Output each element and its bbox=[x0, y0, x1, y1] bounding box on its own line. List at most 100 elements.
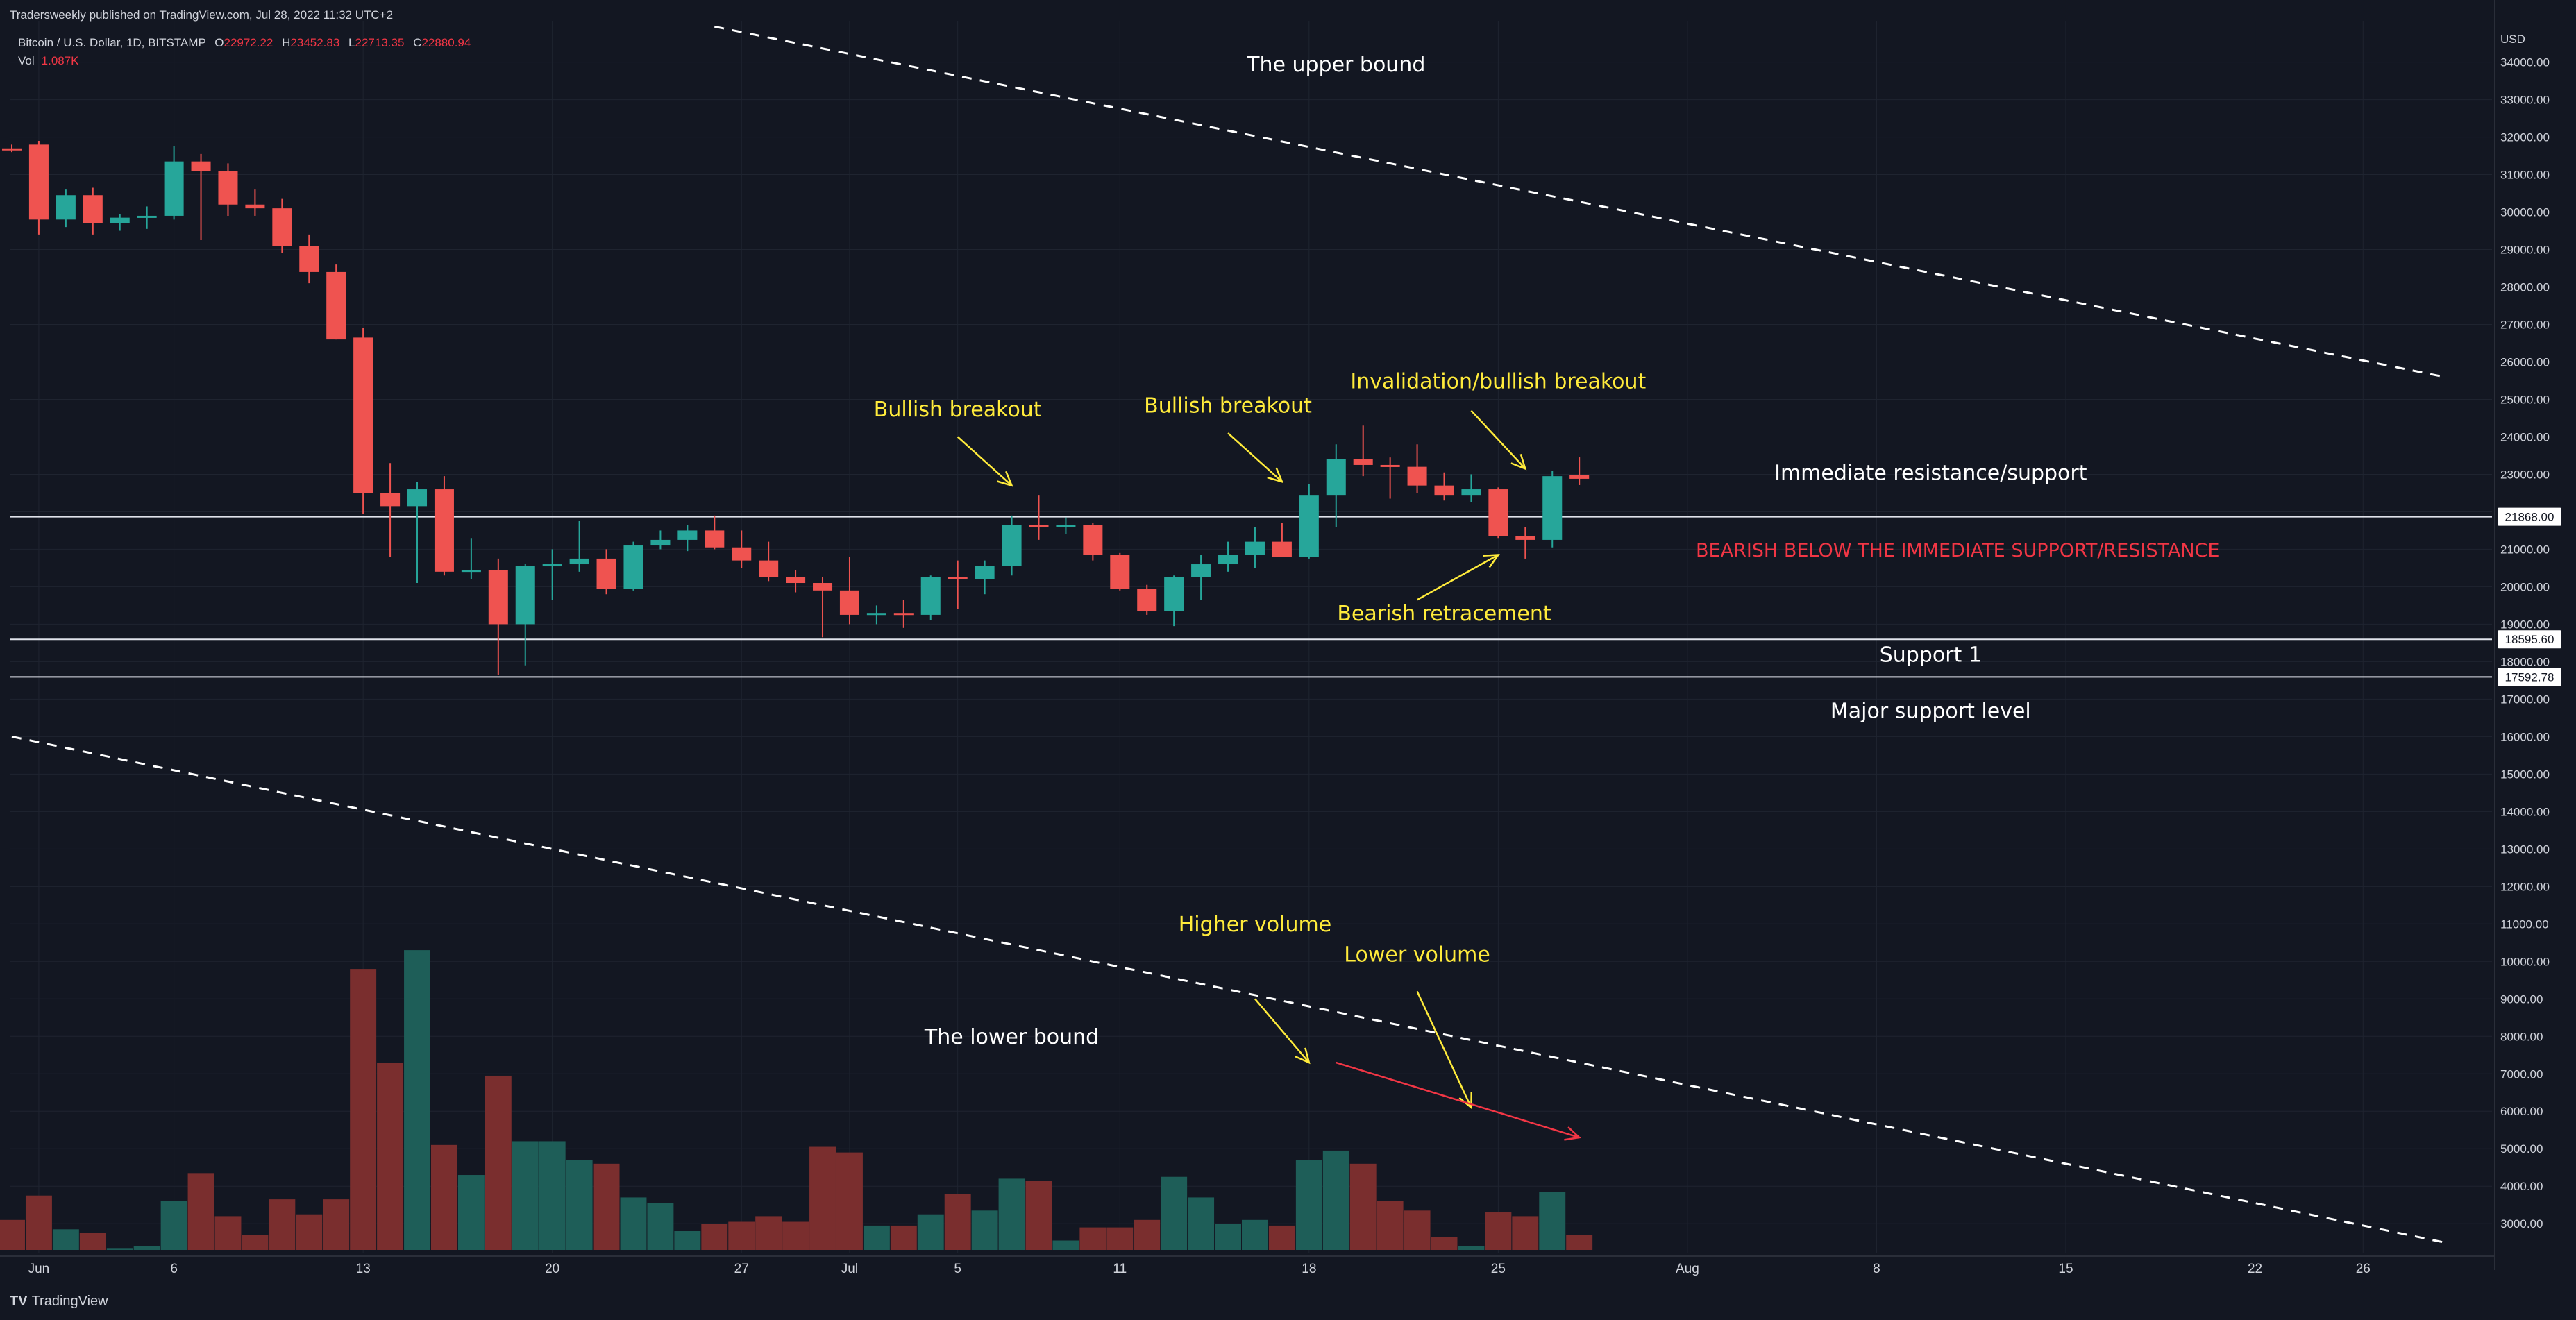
y-tick-label: 26000.00 bbox=[2500, 355, 2550, 369]
y-tick-label: 12000.00 bbox=[2500, 880, 2550, 893]
x-tick-label: 22 bbox=[2248, 1262, 2262, 1276]
candle-body bbox=[245, 204, 265, 209]
volume-bar bbox=[809, 1146, 836, 1250]
candle-body bbox=[1245, 541, 1265, 555]
y-tick-label: 13000.00 bbox=[2500, 843, 2550, 856]
candle-body bbox=[380, 493, 401, 507]
y-tick-label: 31000.00 bbox=[2500, 169, 2550, 182]
volume-bar bbox=[25, 1195, 52, 1250]
y-tick-label: 29000.00 bbox=[2500, 244, 2550, 257]
major-support-label: Major support level bbox=[1830, 699, 2031, 723]
x-tick-label: 27 bbox=[734, 1262, 749, 1276]
volume-bar bbox=[1079, 1227, 1106, 1250]
candle-body bbox=[407, 489, 428, 507]
x-tick-label: 13 bbox=[356, 1262, 371, 1276]
volume-bar bbox=[404, 950, 430, 1250]
candle-body bbox=[110, 217, 130, 223]
lower-bound-line bbox=[11, 735, 2445, 1244]
tradingview-logo[interactable]: TV TradingView bbox=[10, 1294, 108, 1310]
arrow-bullish-1 bbox=[957, 436, 1013, 487]
higher-volume-label: Higher volume bbox=[1179, 913, 1331, 937]
candle-body bbox=[1110, 555, 1130, 589]
volume-bar bbox=[296, 1214, 323, 1250]
arrow-volume-decline-shaft bbox=[1336, 1061, 1580, 1139]
x-tick-label: Jul bbox=[841, 1262, 858, 1276]
y-tick-label: 19000.00 bbox=[2500, 618, 2550, 631]
level-price-tag bbox=[2498, 630, 2561, 649]
candle-body bbox=[28, 144, 49, 220]
upper-bound-label: The upper bound bbox=[1246, 53, 1425, 77]
bullish-breakout-label-1: Bullish breakout bbox=[874, 398, 1042, 422]
volume-bar bbox=[0, 1219, 25, 1250]
y-tick-label: 33000.00 bbox=[2500, 94, 2550, 107]
volume-bar bbox=[269, 1199, 296, 1250]
candle-body bbox=[461, 570, 481, 573]
candle-body bbox=[164, 161, 184, 216]
close-value: 22880.94 bbox=[421, 36, 471, 49]
y-tick-label: 11000.00 bbox=[2500, 917, 2549, 931]
candle-body bbox=[1002, 525, 1022, 566]
volume-bar bbox=[350, 969, 377, 1250]
y-tick-label: 23000.00 bbox=[2500, 468, 2550, 481]
level-price-tag bbox=[2498, 668, 2561, 686]
close-label: C bbox=[413, 36, 422, 49]
candle-body bbox=[1164, 577, 1184, 611]
level-price-tag bbox=[2498, 507, 2561, 526]
y-tick-label: 27000.00 bbox=[2500, 319, 2550, 332]
candle-body bbox=[1542, 476, 1563, 540]
arrow-bullish-1-shaft bbox=[957, 436, 1013, 486]
volume-bar bbox=[917, 1214, 944, 1250]
arrow-volume-decline bbox=[1336, 1061, 1581, 1141]
volume-bar bbox=[593, 1163, 620, 1250]
volume-bar bbox=[457, 1175, 485, 1250]
arrow-bearish-retracement-head bbox=[1483, 554, 1500, 568]
bearish-below-label: BEARISH BELOW THE IMMEDIATE SUPPORT/RESI… bbox=[1696, 540, 2219, 561]
candle-body bbox=[1, 148, 22, 151]
x-tick-label: 20 bbox=[545, 1262, 559, 1276]
candle-body bbox=[299, 246, 319, 272]
annotations: The upper bound The lower bound Bullish br… bbox=[874, 53, 2219, 1141]
volume-bar bbox=[674, 1231, 701, 1250]
y-tick-label: 32000.00 bbox=[2500, 131, 2550, 144]
volume-bar bbox=[1106, 1227, 1134, 1250]
candle-body bbox=[839, 590, 859, 615]
candle-body bbox=[650, 539, 671, 546]
x-tick-label: Jun bbox=[28, 1262, 50, 1276]
candle-body bbox=[1083, 525, 1103, 555]
y-tick-label: 24000.00 bbox=[2500, 430, 2550, 443]
volume-bar bbox=[566, 1160, 593, 1250]
candle-body bbox=[677, 530, 698, 540]
volume-bar bbox=[242, 1235, 269, 1250]
volume-bar bbox=[1431, 1237, 1458, 1250]
volume-legend: Vol 1.087K bbox=[18, 54, 79, 68]
tradingview-logo-icon: TV bbox=[10, 1294, 28, 1309]
arrow-lower-volume-shaft bbox=[1416, 990, 1472, 1108]
y-tick-label: 10000.00 bbox=[2500, 955, 2550, 968]
time-axis: Jun 6 13 20 27 Jul 5 11 18 25 Aug 8 15 22 26 bbox=[0, 1255, 2495, 1276]
price-axis: USD 34000.00 33000.00 32000.00 31000.00 30000… bbox=[2494, 0, 2576, 1270]
candle-body bbox=[326, 271, 346, 340]
candle-body bbox=[786, 577, 806, 584]
immediate-resistance-label: Immediate resistance/support bbox=[1774, 462, 2087, 486]
volume-bar bbox=[133, 1246, 160, 1250]
volume-bar bbox=[160, 1201, 187, 1250]
y-tick-label: 17000.00 bbox=[2500, 693, 2550, 706]
volume-bar bbox=[701, 1224, 728, 1250]
open-label: O bbox=[214, 36, 224, 49]
volume-bar bbox=[944, 1194, 971, 1250]
y-tick-label: 14000.00 bbox=[2500, 805, 2550, 818]
y-tick-label: 34000.00 bbox=[2500, 56, 2550, 69]
candle-body bbox=[1380, 464, 1400, 467]
candle-body bbox=[1407, 466, 1427, 486]
y-tick-label: 15000.00 bbox=[2500, 768, 2550, 781]
arrow-bullish-2 bbox=[1227, 432, 1284, 484]
candle-body bbox=[434, 489, 454, 572]
volume-bar bbox=[1566, 1235, 1593, 1250]
candle-body bbox=[596, 558, 616, 589]
x-tick-label: 11 bbox=[1113, 1262, 1127, 1276]
candle-body bbox=[866, 613, 886, 616]
volume-bar bbox=[863, 1225, 890, 1250]
volume-bar bbox=[1161, 1176, 1188, 1250]
